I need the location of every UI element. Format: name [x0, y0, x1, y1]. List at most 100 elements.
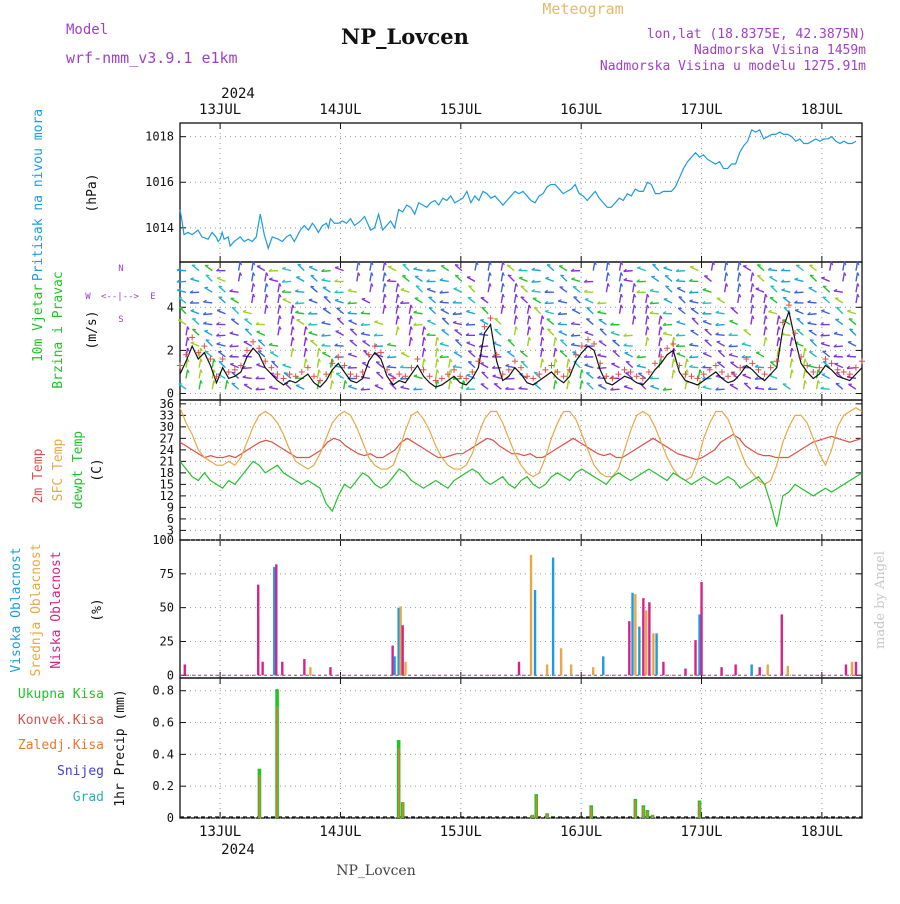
- wind-barb: [729, 355, 738, 357]
- wind-barb: [243, 312, 252, 314]
- wind-barb: [547, 319, 554, 325]
- wind-barb-head: [217, 343, 220, 344]
- wind-barb-head: [508, 340, 511, 341]
- wind-barb: [217, 344, 226, 346]
- wind-barb: [480, 363, 488, 368]
- wind-barb: [599, 341, 606, 346]
- wind-barb: [856, 273, 858, 282]
- bottom-day-label: 13JUL: [199, 824, 241, 840]
- wind-barb: [764, 326, 766, 335]
- wind-barb: [514, 326, 516, 335]
- wind-barb: [231, 298, 239, 302]
- compass-w: W: [85, 292, 91, 302]
- wind-barb-head: [613, 351, 616, 352]
- wind-barb: [199, 359, 201, 368]
- wind-barb: [507, 265, 514, 270]
- wind-barb: [768, 312, 777, 314]
- wind-barb: [349, 321, 357, 325]
- wind-barb-head: [558, 300, 561, 301]
- wind-barb: [659, 348, 661, 357]
- wind-barb: [383, 294, 385, 303]
- wind-barb: [646, 305, 648, 314]
- wind-barb: [282, 365, 291, 368]
- wind-barb: [520, 351, 527, 357]
- wind-barb: [467, 277, 475, 281]
- wind-barb-head: [258, 340, 261, 341]
- wind-barb: [212, 359, 214, 368]
- wind-barb: [278, 326, 280, 335]
- wind-barb: [703, 321, 711, 324]
- cloud-bar-low: [781, 614, 783, 675]
- wind-barb: [613, 340, 620, 346]
- cloud-ytick-label: 100: [152, 533, 174, 547]
- wind-ytick-label: 2: [167, 343, 174, 357]
- wind-barb: [821, 389, 830, 390]
- wind-barb: [441, 266, 449, 271]
- wind-barb: [843, 262, 845, 271]
- cloud-ytick-label: 50: [160, 601, 174, 615]
- wind-barb: [677, 322, 686, 325]
- wind-barb-head: [782, 289, 785, 290]
- wind-barb: [637, 366, 646, 368]
- cloud-bar-high: [602, 656, 604, 675]
- wind-barb-head: [521, 361, 524, 362]
- wind-barb: [620, 305, 622, 314]
- wind-barb-head: [467, 342, 470, 343]
- precip-bar-conv: [532, 815, 533, 818]
- wind-barb: [383, 305, 385, 314]
- wind-barb: [440, 280, 449, 281]
- wind-barb-head: [768, 310, 771, 311]
- wind-barb: [186, 326, 188, 335]
- cloud-bar-low: [281, 662, 283, 676]
- pressure-ytick-label: 1014: [145, 221, 174, 235]
- wind-barb: [672, 359, 674, 368]
- precip-ytick-label: 0.6: [152, 716, 174, 730]
- wind-barb: [442, 330, 449, 336]
- wind-barb: [506, 366, 515, 368]
- wind-barb: [633, 294, 635, 303]
- wind-barb: [849, 319, 856, 325]
- wind-barb: [252, 294, 254, 303]
- wind-barb: [738, 294, 740, 303]
- wind-barb: [295, 312, 304, 313]
- wind-barb: [440, 302, 449, 303]
- wind-barb: [856, 262, 858, 271]
- wind-barb: [278, 294, 280, 303]
- wind-barb-head: [191, 310, 194, 311]
- precip-ytick-label: 0.4: [152, 747, 174, 761]
- wind-barb: [646, 316, 648, 325]
- wind-barb-head: [690, 300, 693, 301]
- wind-barb-head: [427, 320, 430, 321]
- wind-barb-head: [703, 353, 706, 354]
- wind-barb: [383, 283, 385, 292]
- wind-barb-head: [624, 386, 627, 387]
- wind-barb-head: [309, 332, 312, 333]
- wind-barb-head: [547, 329, 550, 330]
- wind-barb: [396, 326, 398, 335]
- wind-barb: [606, 273, 608, 282]
- wind-barb: [768, 270, 777, 271]
- wind-barb-head: [217, 277, 220, 278]
- wind-barb: [401, 353, 409, 357]
- wind-barb: [269, 279, 278, 281]
- wind-barb: [304, 326, 306, 335]
- wind-barb: [573, 287, 580, 293]
- precip-bar-conv: [536, 796, 537, 818]
- wind-barb: [245, 319, 252, 324]
- wind-barb: [755, 388, 764, 389]
- precip-panel: 00.20.40.60.8: [152, 678, 862, 825]
- bottom-day-label: 17JUL: [680, 824, 722, 840]
- precip-ytick-label: 0: [167, 811, 174, 825]
- wind-barb: [571, 345, 580, 346]
- wind-barb: [309, 267, 317, 271]
- wind-barb-head: [703, 386, 706, 387]
- precip-bar-conv: [643, 807, 644, 818]
- wind-barb: [725, 262, 727, 271]
- wind-barb: [790, 359, 792, 368]
- wind-barb: [335, 300, 344, 303]
- wind-barb: [217, 310, 225, 313]
- wind-barb: [230, 291, 239, 292]
- wind-barb: [244, 342, 252, 346]
